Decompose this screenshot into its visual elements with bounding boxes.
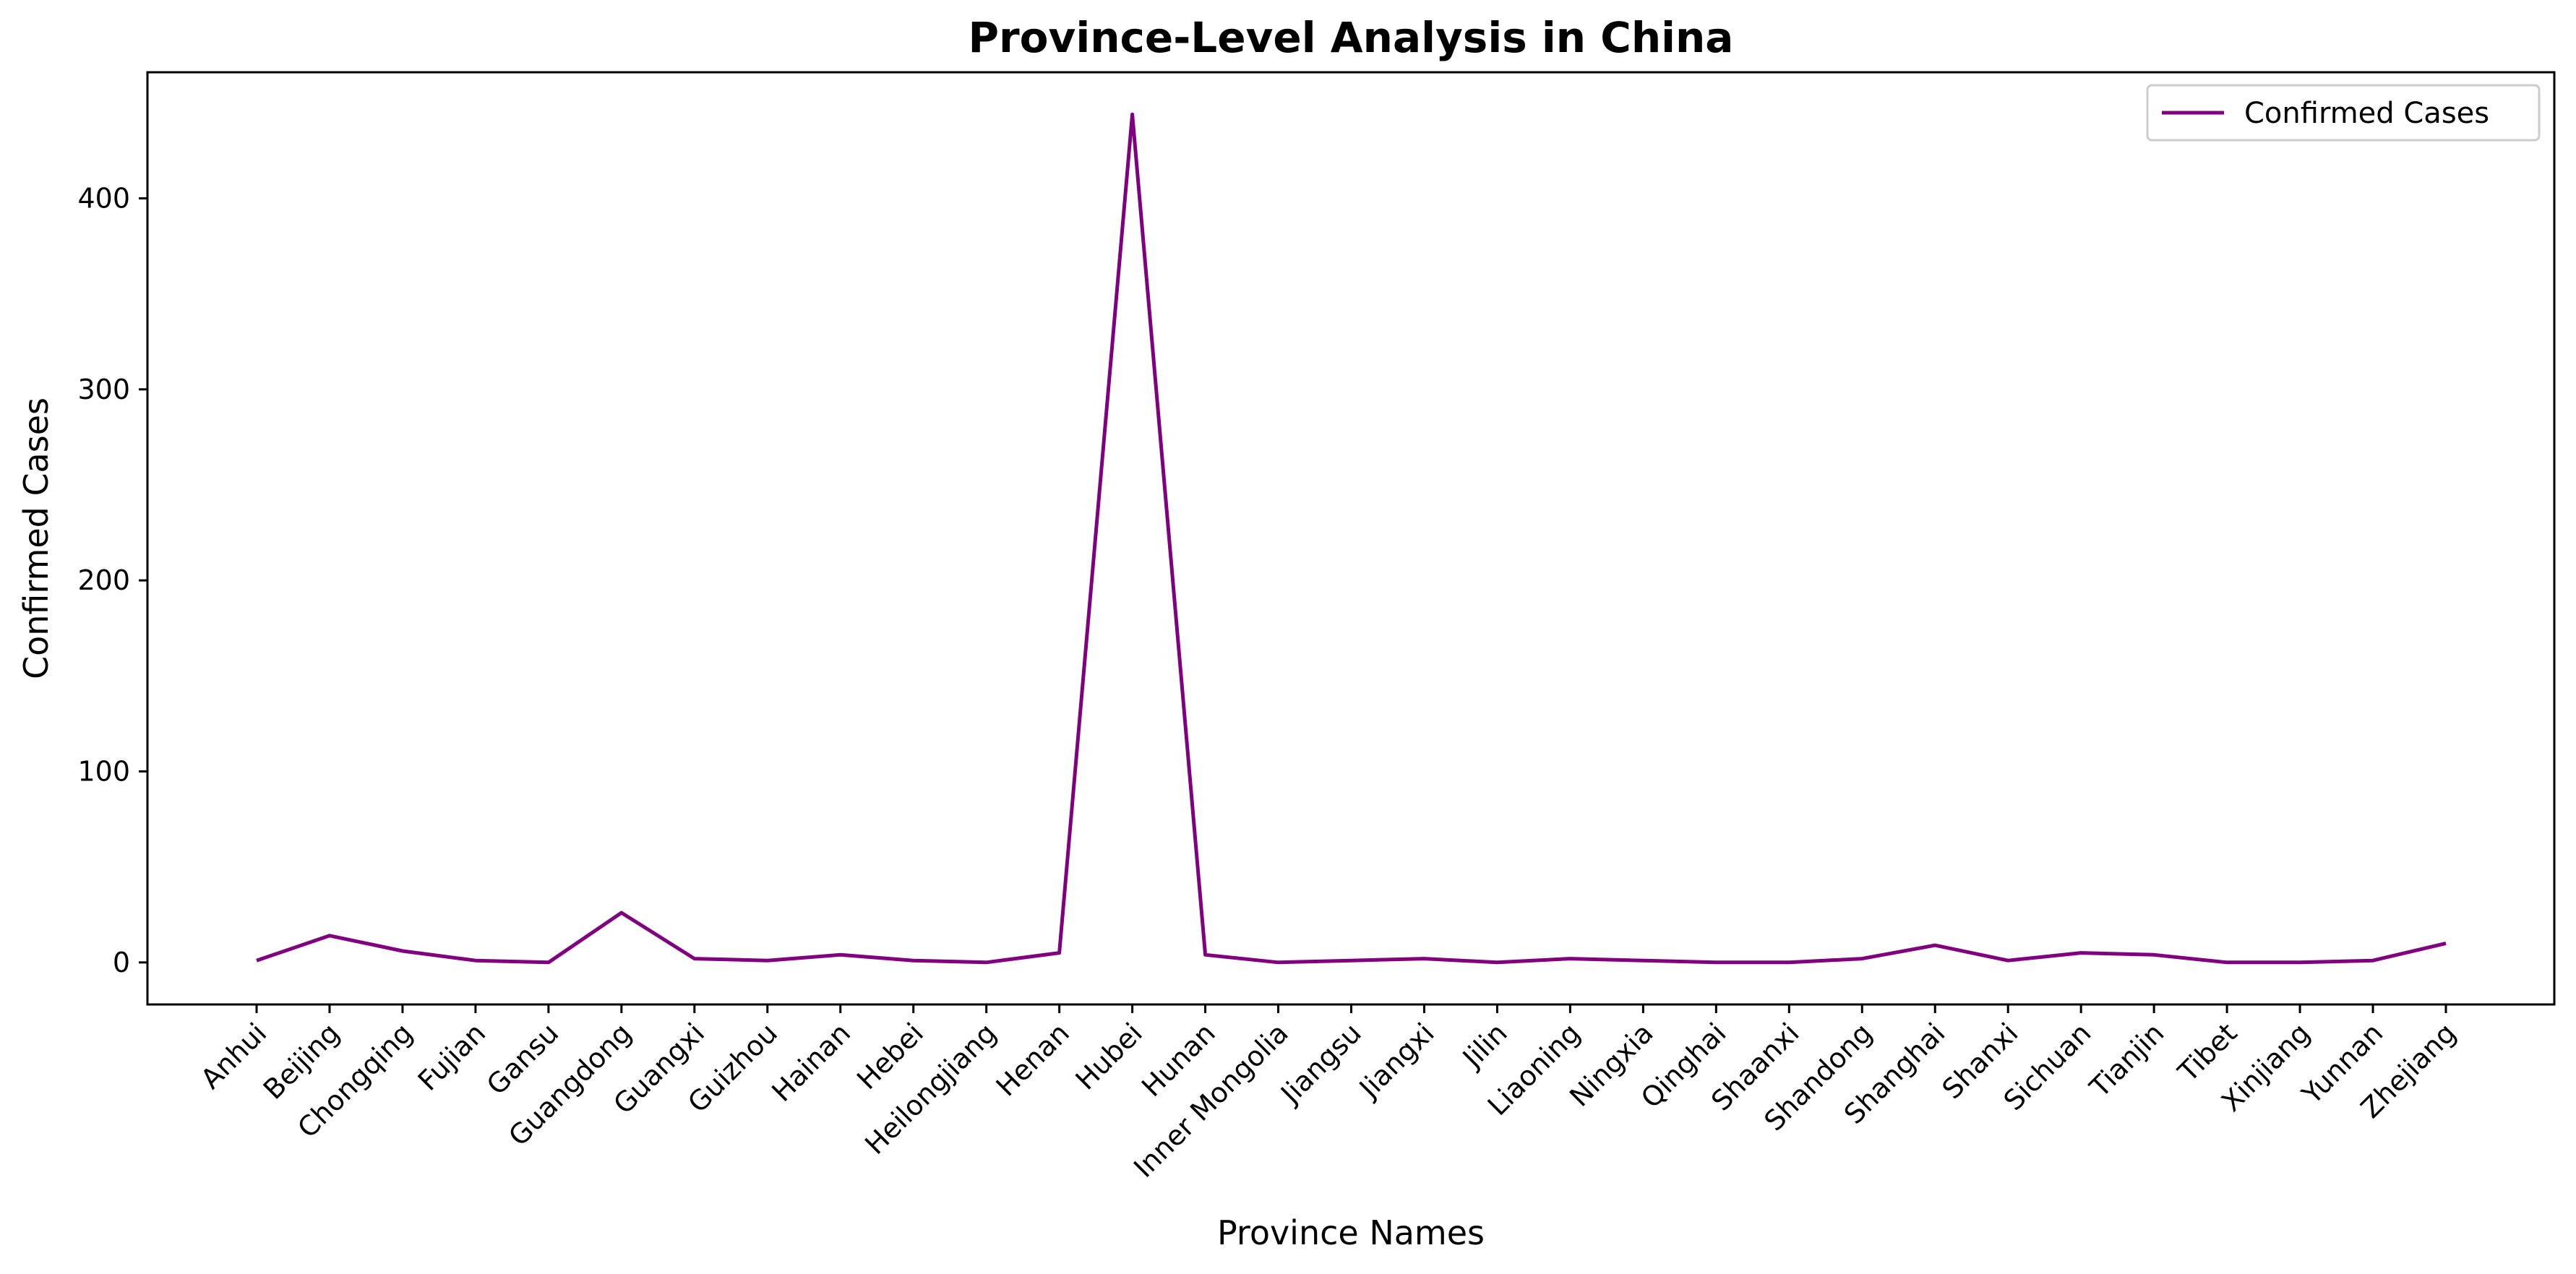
x-tick-label: Jilin: [1456, 1017, 1514, 1075]
y-tick-label: 200: [77, 564, 130, 596]
plot-frame: [146, 71, 2556, 1006]
series-layer: [256, 112, 2447, 965]
y-tick-label: 300: [77, 374, 130, 405]
chart-title: Province-Level Analysis in China: [969, 13, 1734, 62]
x-tick-label: Heilongjiang: [859, 1017, 1003, 1161]
legend-label: Confirmed Cases: [2244, 97, 2489, 130]
y-tick-label: 0: [113, 947, 130, 978]
x-axis: AnhuiBeijingChongqingFujianGansuGuangdon…: [194, 1004, 2462, 1184]
x-tick-label: Henan: [990, 1017, 1076, 1102]
x-tick-label: Hainan: [765, 1017, 856, 1108]
legend: Confirmed Cases: [2146, 84, 2541, 142]
x-axis-label: Province Names: [1217, 1213, 1485, 1252]
x-tick-label: Jiangxi: [1352, 1017, 1441, 1105]
legend-box: [2146, 84, 2541, 142]
y-axis: 0 100 200 300 400: [77, 182, 147, 978]
y-tick-label: 400: [77, 182, 130, 214]
series-line: [256, 112, 2447, 965]
x-tick-label: Tianjin: [2083, 1017, 2170, 1103]
y-axis-label: Confirmed Cases: [17, 397, 56, 679]
x-tick-label: Jiangsu: [1274, 1017, 1368, 1111]
y-tick-label: 100: [77, 756, 130, 788]
x-tick-label: Hubei: [1070, 1017, 1149, 1096]
x-tick-label: Fujian: [412, 1017, 492, 1097]
